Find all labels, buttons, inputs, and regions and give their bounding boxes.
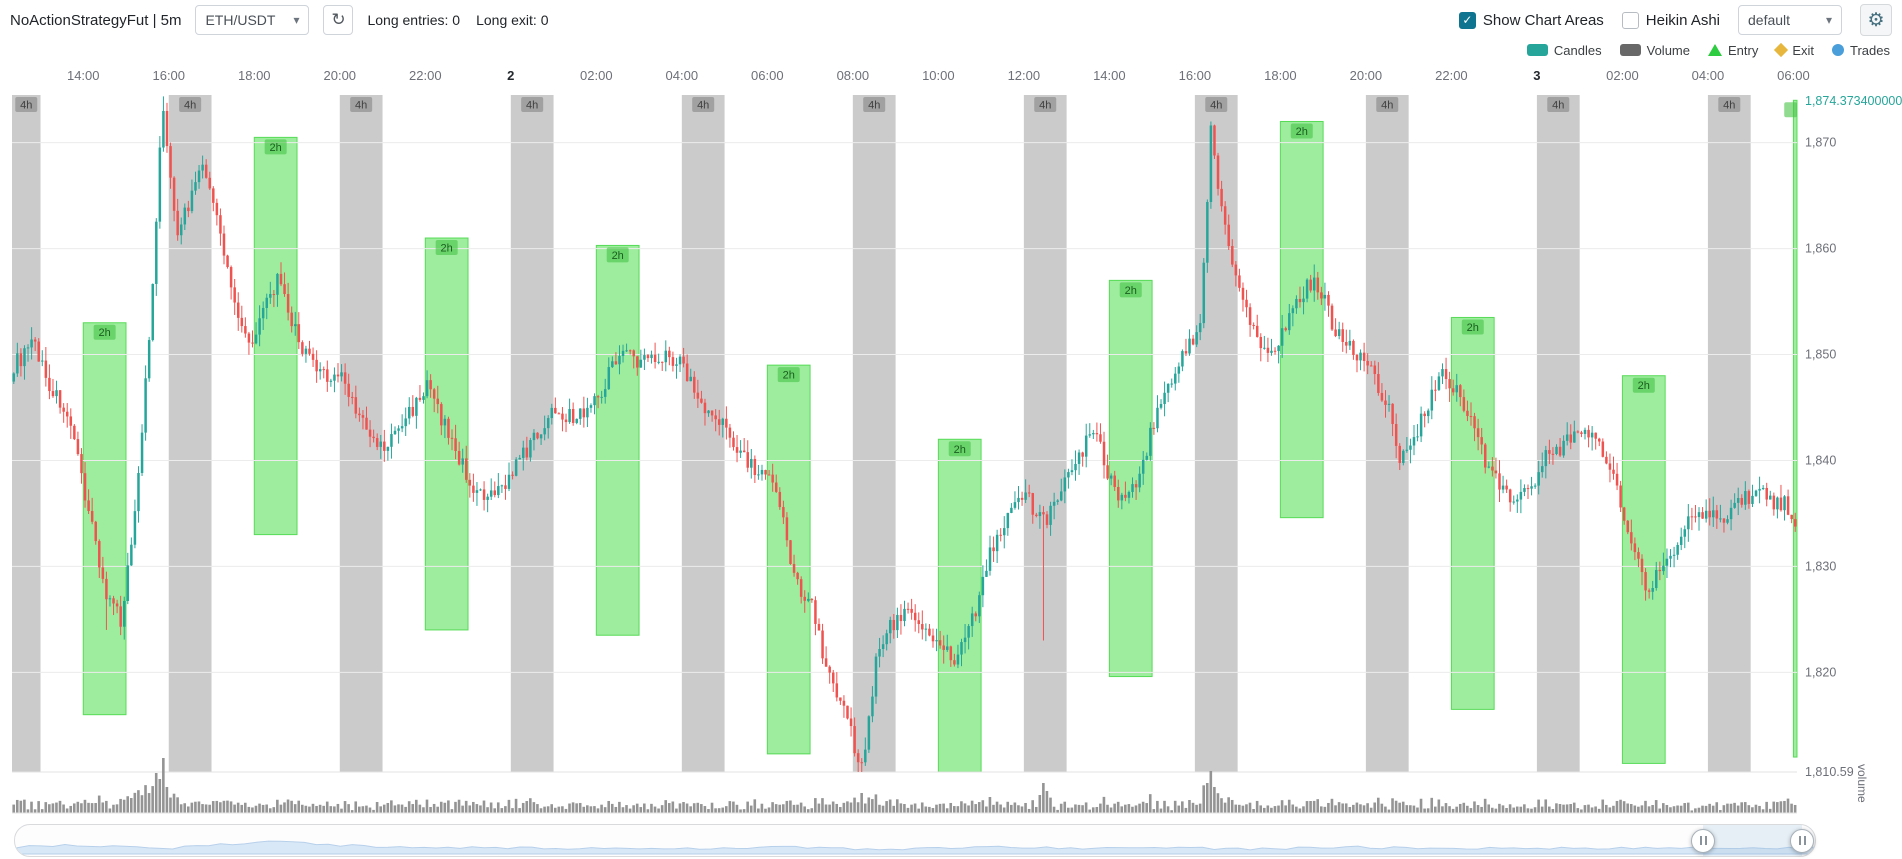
svg-text:20:00: 20:00 bbox=[324, 68, 357, 83]
svg-text:20:00: 20:00 bbox=[1350, 68, 1383, 83]
svg-text:2: 2 bbox=[507, 68, 514, 83]
svg-text:06:00: 06:00 bbox=[751, 68, 784, 83]
svg-text:06:00: 06:00 bbox=[1777, 68, 1810, 83]
settings-button[interactable]: ⚙ bbox=[1860, 4, 1892, 36]
svg-text:4h: 4h bbox=[697, 100, 709, 112]
svg-text:4h: 4h bbox=[1552, 100, 1564, 112]
chart-legend: Candles Volume Entry Exit Trades bbox=[1526, 40, 1890, 60]
svg-text:4h: 4h bbox=[184, 100, 196, 112]
price-chart[interactable]: 14:00 16:00 18:00 20:00 22:00 2 02:00 04:00 06:0… bbox=[0, 58, 1902, 824]
legend-item-trades[interactable]: Trades bbox=[1832, 43, 1890, 58]
checkbox-box[interactable]: ✓ bbox=[1621, 11, 1639, 29]
datazoom-silhouette bbox=[16, 840, 1814, 855]
legend-item-candles[interactable]: Candles bbox=[1526, 42, 1602, 58]
plot-config-select[interactable]: default ▾ bbox=[1738, 5, 1842, 35]
svg-text:1,810.59: 1,810.59 bbox=[1805, 765, 1854, 779]
svg-text:08:00: 08:00 bbox=[837, 68, 870, 83]
volume-swatch-icon bbox=[1619, 44, 1641, 56]
chevron-down-icon: ▾ bbox=[293, 13, 300, 27]
svg-text:22:00: 22:00 bbox=[409, 68, 442, 83]
check-icon: ✓ bbox=[1462, 13, 1473, 27]
svg-text:1,830: 1,830 bbox=[1805, 559, 1836, 573]
pair-select-value: ETH/USDT bbox=[205, 12, 276, 28]
svg-text:10:00: 10:00 bbox=[922, 68, 955, 83]
plot-config-value: default bbox=[1748, 12, 1791, 28]
show-chart-areas-label: Show Chart Areas bbox=[1482, 11, 1604, 29]
heikin-ashi-label: Heikin Ashi bbox=[1645, 11, 1720, 29]
refresh-icon: ↻ bbox=[331, 10, 346, 29]
svg-text:14:00: 14:00 bbox=[67, 68, 100, 83]
svg-text:4h: 4h bbox=[20, 100, 32, 112]
trade-stats: Long entries: 0 Long exit: 0 bbox=[367, 12, 548, 28]
strategy-title: NoActionStrategyFut | 5m bbox=[10, 11, 182, 29]
svg-text:2h: 2h bbox=[441, 243, 453, 255]
svg-text:02:00: 02:00 bbox=[1606, 68, 1639, 83]
svg-text:2h: 2h bbox=[270, 142, 282, 154]
svg-text:2h: 2h bbox=[1125, 285, 1137, 297]
candles-swatch-icon bbox=[1526, 44, 1548, 56]
svg-text:04:00: 04:00 bbox=[666, 68, 699, 83]
svg-text:16:00: 16:00 bbox=[152, 68, 185, 83]
datazoom-handle-right[interactable] bbox=[1790, 828, 1815, 853]
heikin-ashi-checkbox[interactable]: ✓ Heikin Ashi bbox=[1621, 11, 1720, 29]
long-exit-label: Long exit: 0 bbox=[476, 12, 549, 28]
svg-text:volume: volume bbox=[1855, 764, 1869, 803]
svg-text:4h: 4h bbox=[1723, 100, 1735, 112]
svg-text:18:00: 18:00 bbox=[238, 68, 271, 83]
show-chart-areas-checkbox[interactable]: ✓ Show Chart Areas bbox=[1458, 11, 1604, 29]
exit-diamond-icon bbox=[1774, 42, 1789, 58]
svg-text:4h: 4h bbox=[1039, 100, 1051, 112]
svg-text:1,870: 1,870 bbox=[1805, 136, 1836, 150]
svg-text:2h: 2h bbox=[1467, 322, 1479, 334]
header-right-controls: ✓ Show Chart Areas ✓ Heikin Ashi default… bbox=[1458, 4, 1892, 36]
legend-label: Trades bbox=[1850, 42, 1890, 58]
svg-text:4h: 4h bbox=[526, 100, 538, 112]
entry-triangle-icon bbox=[1708, 44, 1722, 56]
legend-label: Volume bbox=[1646, 42, 1690, 58]
svg-text:16:00: 16:00 bbox=[1179, 68, 1212, 83]
svg-text:1,820: 1,820 bbox=[1805, 665, 1836, 679]
gear-icon: ⚙ bbox=[1867, 9, 1885, 31]
checkbox-box[interactable]: ✓ bbox=[1458, 11, 1476, 29]
svg-text:2h: 2h bbox=[954, 444, 966, 456]
svg-text:02:00: 02:00 bbox=[580, 68, 613, 83]
svg-text:4h: 4h bbox=[868, 100, 880, 112]
svg-text:4h: 4h bbox=[1381, 100, 1393, 112]
svg-text:2h: 2h bbox=[612, 250, 624, 262]
datazoom-slider[interactable] bbox=[14, 824, 1816, 857]
svg-text:2h: 2h bbox=[783, 370, 795, 382]
svg-text:12:00: 12:00 bbox=[1008, 68, 1041, 83]
svg-text:04:00: 04:00 bbox=[1692, 68, 1725, 83]
long-entries-label: Long entries: 0 bbox=[367, 12, 461, 28]
trades-circle-icon bbox=[1832, 44, 1845, 56]
svg-text:4h: 4h bbox=[1210, 100, 1222, 112]
legend-label: Exit bbox=[1792, 42, 1815, 58]
svg-text:2h: 2h bbox=[1638, 380, 1650, 392]
svg-text:1,860: 1,860 bbox=[1805, 242, 1836, 256]
legend-label: Entry bbox=[1728, 42, 1759, 58]
legend-item-entry[interactable]: Entry bbox=[1708, 43, 1758, 58]
legend-item-volume[interactable]: Volume bbox=[1619, 42, 1690, 58]
datazoom-handle-left[interactable] bbox=[1691, 828, 1716, 853]
datazoom-selection[interactable] bbox=[1703, 825, 1803, 856]
header-bar: NoActionStrategyFut | 5m ETH/USDT ▾ ↻ Lo… bbox=[0, 0, 1902, 40]
svg-text:3: 3 bbox=[1533, 68, 1540, 83]
svg-text:14:00: 14:00 bbox=[1093, 68, 1126, 83]
legend-label: Candles bbox=[1553, 42, 1602, 58]
svg-text:4h: 4h bbox=[355, 100, 367, 112]
svg-text:1,874.373400000: 1,874.373400000 bbox=[1805, 94, 1902, 108]
svg-text:22:00: 22:00 bbox=[1435, 68, 1468, 83]
svg-text:1,840: 1,840 bbox=[1805, 453, 1836, 467]
svg-text:1,850: 1,850 bbox=[1805, 348, 1836, 362]
chevron-down-icon: ▾ bbox=[1825, 13, 1832, 27]
svg-text:18:00: 18:00 bbox=[1264, 68, 1297, 83]
svg-text:2h: 2h bbox=[1296, 126, 1308, 138]
svg-text:2h: 2h bbox=[99, 327, 111, 339]
refresh-button[interactable]: ↻ bbox=[323, 5, 354, 35]
legend-item-exit[interactable]: Exit bbox=[1774, 42, 1815, 58]
pair-select[interactable]: ETH/USDT ▾ bbox=[195, 5, 310, 35]
